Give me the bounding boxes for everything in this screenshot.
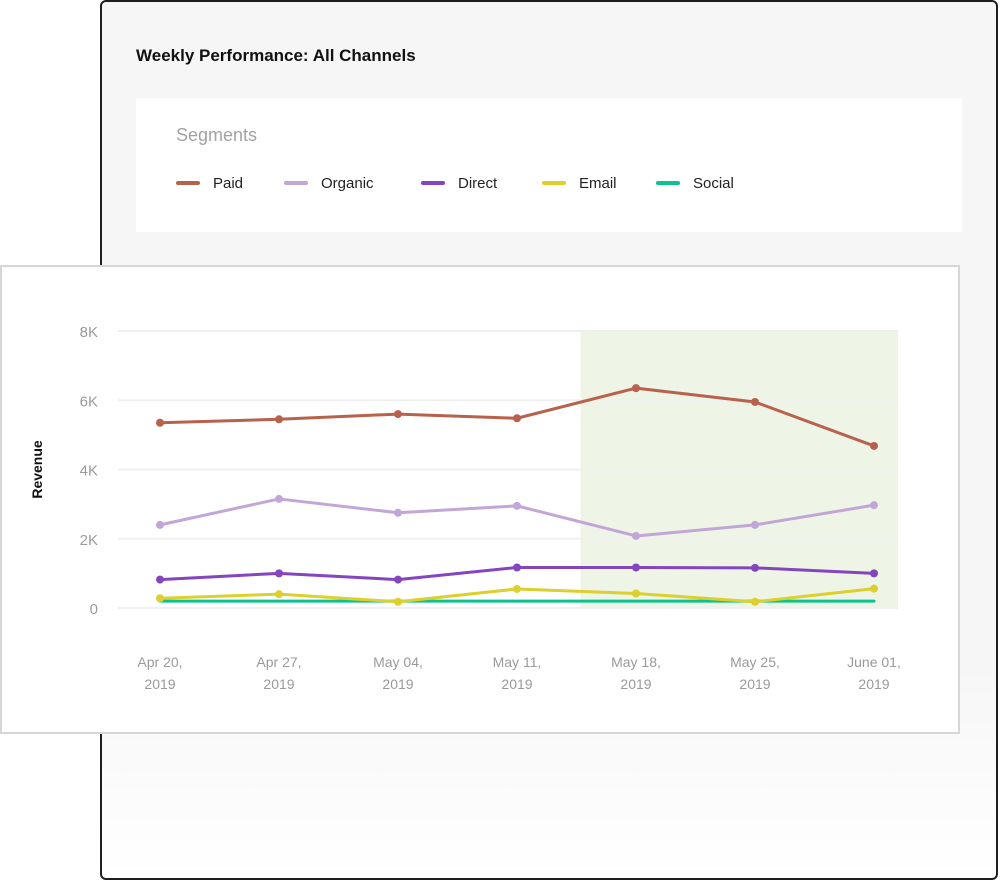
data-point-direct	[751, 563, 759, 572]
y-tick-label: 4K	[80, 463, 98, 480]
legend-item-organic[interactable]: Organic	[284, 172, 374, 194]
legend-item-paid[interactable]: Paid	[176, 172, 243, 194]
data-point-direct	[632, 563, 640, 572]
data-point-organic	[275, 494, 283, 503]
data-point-organic	[513, 501, 521, 510]
data-point-paid	[751, 397, 759, 406]
legend-swatch-email	[542, 181, 566, 185]
data-point-paid	[156, 418, 164, 427]
data-point-direct	[156, 575, 164, 584]
data-point-direct	[275, 569, 283, 578]
data-point-paid	[513, 414, 521, 423]
x-tick-label: 2019	[739, 676, 770, 692]
legend-swatch-direct	[421, 181, 445, 185]
x-tick-label: May 25,	[730, 654, 780, 670]
legend-label-paid: Paid	[213, 174, 244, 192]
legend-swatch-paid	[176, 181, 200, 185]
y-tick-label: 0	[90, 601, 98, 618]
x-tick-label: Apr 27,	[256, 654, 301, 670]
x-tick-label: May 04,	[373, 654, 423, 670]
x-tick-label: 2019	[144, 676, 175, 692]
x-tick-label: 2019	[858, 676, 889, 692]
x-tick-label: 2019	[501, 676, 532, 692]
data-point-email	[870, 584, 878, 593]
y-tick-label: 2K	[80, 532, 98, 549]
revenue-line-chart: 0 2K 4K 6K 8K Revenue Apr 20, 2019 Apr 27, 2019 Ma…	[29, 324, 901, 692]
data-point-paid	[870, 441, 878, 450]
y-axis-label: Revenue	[29, 440, 45, 499]
data-point-direct	[870, 569, 878, 578]
x-tick-label: May 11,	[493, 654, 542, 670]
legend-label-organic: Organic	[321, 174, 374, 192]
data-point-email	[394, 597, 402, 606]
data-point-organic	[751, 520, 759, 529]
x-tick-label: June 01,	[847, 654, 901, 670]
x-tick-label: 2019	[620, 676, 651, 692]
data-point-paid	[394, 410, 402, 419]
data-point-email	[751, 597, 759, 606]
y-tick-label: 8K	[80, 324, 98, 341]
x-tick-label: May 18,	[611, 654, 661, 670]
data-point-email	[156, 594, 164, 603]
legend-item-email[interactable]: Email	[542, 172, 617, 194]
data-point-organic	[156, 520, 164, 529]
data-point-email	[513, 584, 521, 593]
x-tick-label: 2019	[263, 676, 294, 692]
legend-swatch-organic	[284, 181, 308, 185]
segments-title: Segments	[176, 125, 258, 145]
x-tick-label: 2019	[382, 676, 413, 692]
legend-label-email: Email	[579, 174, 617, 192]
data-point-email	[275, 590, 283, 599]
data-point-organic	[394, 508, 402, 517]
data-point-direct	[394, 575, 402, 584]
legend-label-direct: Direct	[458, 174, 498, 192]
data-point-paid	[275, 415, 283, 424]
legend-item-direct[interactable]: Direct	[421, 172, 497, 194]
data-point-organic	[632, 531, 640, 540]
data-point-email	[632, 589, 640, 598]
legend-item-social[interactable]: Social	[656, 172, 734, 194]
y-tick-label: 6K	[80, 393, 98, 410]
segments-legend-panel: Segments Paid Organic Direct Email Socia…	[136, 98, 962, 232]
legend-label-social: Social	[693, 174, 734, 192]
legend-swatch-social	[656, 181, 680, 185]
data-point-direct	[513, 563, 521, 572]
data-point-paid	[632, 384, 640, 393]
data-point-organic	[870, 501, 878, 510]
x-tick-label: Apr 20,	[137, 654, 182, 670]
report-title: Weekly Performance: All Channels	[136, 46, 416, 65]
